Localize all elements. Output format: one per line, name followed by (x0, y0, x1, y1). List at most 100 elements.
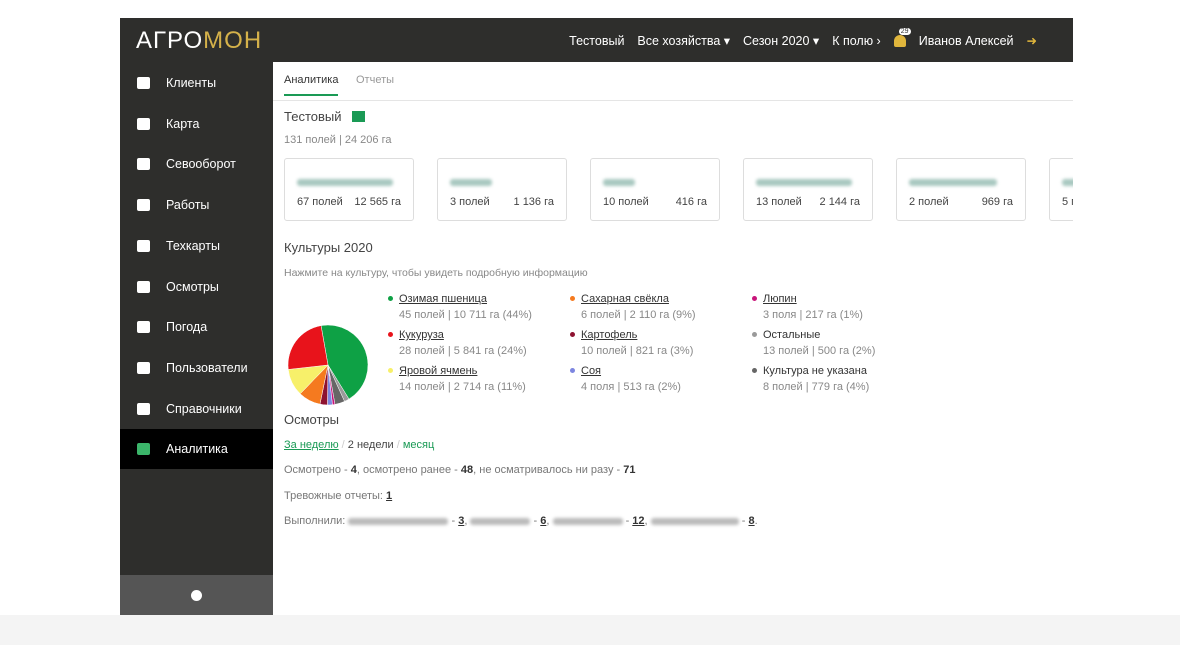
sidebar-item[interactable]: Погода (120, 307, 273, 347)
sidebar-label: Погода (166, 320, 208, 335)
legend-name[interactable]: Люпин (763, 293, 797, 305)
sidebar-item[interactable]: Работы (120, 185, 273, 225)
blurred-name (756, 179, 852, 186)
legend-item: Культура не указана 8 полей | 779 га (4%) (752, 363, 869, 395)
card-fields: 10 полей (603, 196, 649, 208)
sidebar-item[interactable]: Справочники (120, 389, 273, 429)
alarms-count[interactable]: 1 (386, 490, 393, 502)
sidebar-item[interactable]: Карта (120, 104, 273, 144)
sidebar-item[interactable]: Клиенты (120, 63, 273, 103)
user[interactable]: Иванов Алексей (918, 33, 1014, 48)
blurred-name (450, 179, 492, 186)
legend-item[interactable]: Соя 4 поля | 513 га (2%) (570, 363, 681, 395)
done-count[interactable]: 8 (748, 515, 755, 527)
legend-dot (388, 368, 393, 374)
sidebar-label: Аналитика (166, 442, 228, 457)
notifications[interactable]: 29 (893, 27, 911, 47)
blurred-name (552, 517, 623, 525)
logo[interactable]: АГРОМОН (136, 27, 262, 55)
farm-card[interactable]: 5 г (1049, 158, 1073, 221)
nav-item[interactable]: К полю › (832, 33, 881, 48)
blurred-name (1062, 179, 1073, 186)
sidebar-item[interactable]: Техкарты (120, 226, 273, 266)
legend-name[interactable]: Кукуруза (399, 329, 444, 341)
legend-dot (388, 296, 393, 302)
collapse-button[interactable] (120, 575, 273, 615)
legend-item[interactable]: Картофель 10 полей | 821 га (3%) (570, 327, 693, 359)
legend-name[interactable]: Соя (581, 365, 602, 377)
farm-card[interactable]: 67 полей 12 565 га (284, 158, 414, 221)
legend-dot (752, 368, 757, 374)
legend-detail: 3 поля | 217 га (1%) (763, 309, 863, 321)
done-count[interactable]: 12 (632, 515, 645, 527)
backdrop (0, 615, 1180, 645)
legend-name[interactable]: Яровой ячмень (399, 365, 478, 377)
farm-card[interactable]: 3 полей 1 136 га (437, 158, 567, 221)
top-bar: АГРОМОН Тестовый Все хозяйства ▾ Сезон 2… (120, 18, 1073, 62)
punct: . (754, 515, 758, 527)
stat-text: , осмотрено ранее - (356, 464, 461, 476)
alarms: Тревожные отчеты: 1 (284, 490, 392, 502)
card-fields: 2 полей (909, 196, 949, 208)
legend-detail: 14 полей | 2 714 га (11%) (399, 381, 526, 393)
main: Аналитика Отчеты Тестовый 131 полей | 24… (273, 62, 1073, 615)
card-area: 969 га (981, 196, 1013, 208)
farm-card[interactable]: 13 полей 2 144 га (743, 158, 873, 221)
nav-item[interactable]: Все хозяйства ▾ (637, 34, 731, 48)
legend-item[interactable]: Яровой ячмень 14 полей | 2 714 га (11%) (388, 363, 526, 395)
legend-item[interactable]: Сахарная свёкла 6 полей | 2 110 га (9%) (570, 291, 696, 323)
periods: За неделю / 2 недели / месяц (284, 439, 435, 451)
nav-item[interactable]: Сезон 2020 ▾ (743, 34, 820, 48)
period[interactable]: месяц (402, 439, 435, 451)
dash: - (625, 515, 630, 527)
legend-name[interactable]: Сахарная свёкла (581, 293, 669, 305)
legend-item[interactable]: Люпин 3 поля | 217 га (1%) (752, 291, 863, 323)
sidebar-item[interactable]: Пользователи (120, 348, 273, 388)
legend-name: Культура не указана (763, 365, 867, 377)
blurred-name (348, 517, 449, 525)
stat-number: 4 (350, 464, 357, 476)
map-icon[interactable] (352, 111, 365, 122)
sidebar-item[interactable]: Севооборот (120, 144, 273, 184)
legend-detail: 28 полей | 5 841 га (24%) (399, 345, 527, 357)
icon (137, 117, 150, 130)
legend-name[interactable]: Озимая пшеница (399, 293, 487, 305)
farm-title: Тестовый (284, 109, 342, 124)
legend-name-row: Культура не указана (752, 363, 869, 379)
pie-slice[interactable] (287, 325, 329, 370)
farm-card[interactable]: 2 полей 969 га (896, 158, 1026, 221)
legend-dot (570, 332, 575, 338)
period[interactable]: За неделю (284, 439, 339, 451)
tab[interactable]: Отчеты (356, 74, 395, 86)
legend-item[interactable]: Кукуруза 28 полей | 5 841 га (24%) (388, 327, 527, 359)
done-label: Выполнили: (284, 515, 346, 527)
legend-name: Остальные (763, 329, 821, 341)
legend-detail: 6 полей | 2 110 га (9%) (581, 309, 696, 321)
logo-part: МОН (203, 27, 263, 54)
period[interactable]: 2 недели (347, 439, 394, 451)
pie-slice[interactable] (320, 324, 369, 400)
done-count[interactable]: 6 (540, 515, 547, 527)
done-count[interactable]: 3 (458, 515, 465, 527)
logout[interactable]: ➜ (1026, 34, 1037, 48)
sidebar-label: Карта (166, 116, 200, 131)
nav-item[interactable]: Тестовый (569, 33, 625, 48)
legend-item[interactable]: Озимая пшеница 45 полей | 10 711 га (44%) (388, 291, 532, 323)
tab-active[interactable]: Аналитика (284, 74, 339, 96)
sidebar-item[interactable]: Осмотры (120, 267, 273, 307)
card-fields: 3 полей (450, 196, 490, 208)
blurred-name (603, 179, 635, 186)
stats: Осмотрено - 4, осмотрено ранее - 48, не … (284, 464, 635, 476)
sidebar-label: Севооборот (166, 157, 236, 172)
legend-name[interactable]: Картофель (581, 329, 638, 341)
farm-card[interactable]: 10 полей 416 га (590, 158, 720, 221)
nav: Тестовый Все хозяйства ▾ Сезон 2020 ▾ К … (569, 27, 1037, 48)
icon (137, 77, 150, 89)
logo-part: АГРО (136, 27, 204, 54)
sidebar-item[interactable]: Аналитика (120, 429, 273, 470)
card-area: 1 136 га (513, 196, 554, 208)
legend-detail: 4 поля | 513 га (2%) (581, 381, 681, 393)
legend-name-row: Сахарная свёкла (570, 291, 696, 307)
dash: - (741, 515, 746, 527)
